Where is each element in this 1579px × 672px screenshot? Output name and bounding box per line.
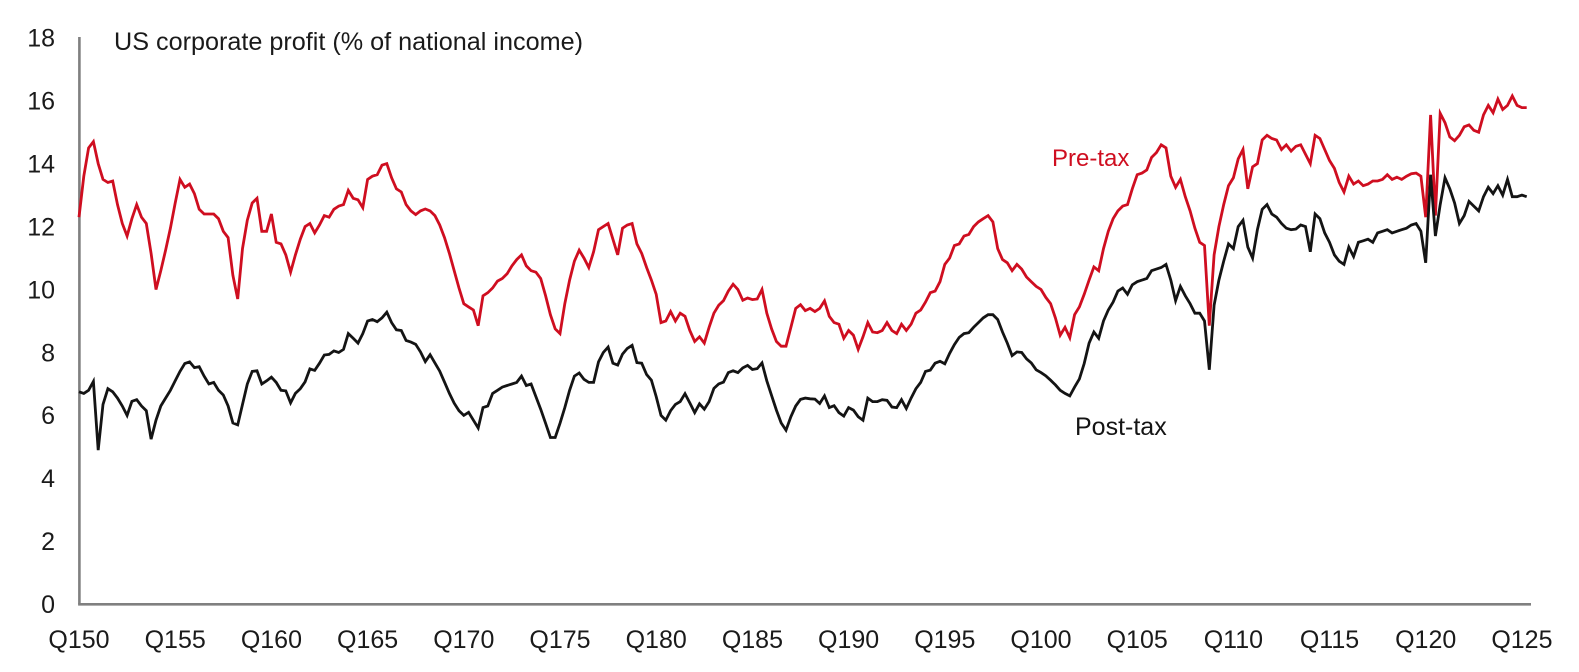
svg-text:Q120: Q120	[1395, 626, 1456, 654]
svg-text:Q160: Q160	[241, 626, 302, 654]
svg-text:US corporate profit (% of nati: US corporate profit (% of national incom…	[114, 28, 583, 56]
svg-text:12: 12	[27, 213, 55, 241]
svg-text:Q175: Q175	[529, 626, 590, 654]
svg-text:Q105: Q105	[1107, 626, 1168, 654]
svg-text:Q115: Q115	[1300, 626, 1359, 654]
svg-text:4: 4	[41, 465, 55, 493]
svg-text:Pre-tax: Pre-tax	[1052, 145, 1129, 172]
svg-text:10: 10	[27, 276, 55, 304]
svg-text:Q190: Q190	[818, 626, 879, 654]
svg-text:Q195: Q195	[914, 626, 975, 654]
svg-text:Q100: Q100	[1010, 626, 1071, 654]
svg-text:0: 0	[41, 591, 55, 619]
svg-text:Q150: Q150	[48, 626, 109, 654]
svg-text:18: 18	[27, 25, 55, 53]
svg-text:Q155: Q155	[145, 626, 206, 654]
svg-text:Q180: Q180	[626, 626, 687, 654]
svg-text:Q170: Q170	[433, 626, 494, 654]
svg-text:Q125: Q125	[1491, 626, 1552, 654]
svg-text:Q110: Q110	[1204, 626, 1263, 654]
svg-text:Q185: Q185	[722, 626, 783, 654]
svg-text:14: 14	[27, 150, 55, 178]
svg-text:16: 16	[27, 88, 55, 116]
svg-text:Post-tax: Post-tax	[1075, 413, 1167, 441]
svg-text:6: 6	[41, 402, 55, 430]
svg-text:8: 8	[41, 339, 55, 367]
svg-text:Q165: Q165	[337, 626, 398, 654]
svg-text:2: 2	[41, 528, 55, 556]
